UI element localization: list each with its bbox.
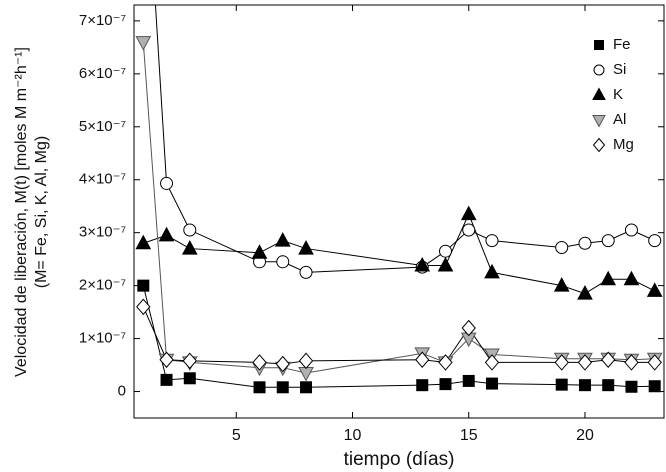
data-point <box>485 234 499 248</box>
data-point <box>484 354 500 371</box>
data-point <box>298 352 314 370</box>
x-tick-label: 20 <box>576 427 594 444</box>
data-point <box>275 355 290 373</box>
y-tick-label: 6×10⁻⁷ <box>79 65 126 82</box>
data-point <box>578 236 592 250</box>
data-point <box>298 366 314 382</box>
data-point <box>462 374 475 387</box>
data-point <box>647 354 662 371</box>
legend-marker <box>592 137 606 153</box>
data-point <box>438 354 453 371</box>
data-point <box>298 240 314 255</box>
data-point <box>602 379 615 392</box>
legend-label: Si <box>613 61 626 78</box>
x-tick-label: 10 <box>344 427 362 444</box>
legend-marker <box>594 40 604 50</box>
data-point <box>181 240 198 255</box>
data-point <box>158 226 175 242</box>
legend-marker <box>592 115 606 128</box>
data-point <box>274 232 291 247</box>
data-point <box>601 351 616 369</box>
x-tick-label: 5 <box>232 427 241 444</box>
data-point <box>183 372 196 385</box>
x-tick-label: 15 <box>460 427 478 444</box>
legend-marker <box>592 87 606 100</box>
data-point <box>276 255 290 269</box>
legend-label: Mg <box>613 136 634 153</box>
data-point <box>414 256 431 272</box>
y-tick-label: 1×10⁻⁷ <box>79 330 126 347</box>
data-point <box>624 223 638 237</box>
data-point <box>555 241 569 255</box>
data-point <box>159 351 174 369</box>
data-point <box>484 263 500 279</box>
data-point <box>577 354 593 371</box>
data-point <box>648 234 662 248</box>
data-point <box>553 277 570 292</box>
data-point <box>624 354 639 371</box>
legend-marker <box>593 64 605 76</box>
y-tick-label: 7×10⁻⁷ <box>79 12 126 29</box>
data-point <box>182 352 197 370</box>
data-point <box>438 244 452 258</box>
y-axis-label: Velocidad de liberación, M(t) [moles M m… <box>13 47 30 377</box>
data-point <box>252 354 267 371</box>
data-point <box>276 381 289 394</box>
data-point <box>416 379 429 392</box>
data-point <box>648 380 661 393</box>
data-point <box>135 234 152 250</box>
series-line <box>142 306 655 365</box>
legend-label: Fe <box>613 36 631 53</box>
x-axis-label: tiempo (días) <box>344 449 455 470</box>
series-line <box>154 5 655 273</box>
series-line <box>143 212 655 295</box>
data-point <box>439 378 452 391</box>
data-point <box>460 205 477 221</box>
y-tick-label: 2×10⁻⁷ <box>79 277 126 294</box>
data-point <box>437 256 454 272</box>
data-point <box>251 244 268 259</box>
data-point <box>415 351 430 369</box>
y-axis-label: (M= Fe, Si, K, Al, Mg) <box>33 136 50 288</box>
data-point <box>625 380 638 393</box>
data-point <box>461 319 476 337</box>
plot-frame <box>133 4 665 419</box>
data-point <box>462 223 476 237</box>
legend-label: Al <box>613 111 626 128</box>
data-point <box>600 270 617 286</box>
data-point <box>253 381 266 394</box>
data-point <box>135 36 152 51</box>
data-point <box>299 265 313 279</box>
y-tick-label: 0 <box>118 382 126 399</box>
series-line <box>142 285 655 388</box>
data-point <box>160 373 173 386</box>
y-tick-label: 5×10⁻⁷ <box>79 118 126 135</box>
data-point <box>646 282 663 297</box>
data-point <box>136 298 151 316</box>
data-point <box>554 354 569 371</box>
plot-area <box>135 5 663 394</box>
data-point <box>485 377 498 390</box>
data-point <box>577 285 593 300</box>
y-tick-label: 3×10⁻⁷ <box>79 224 126 241</box>
y-tick-label: 4×10⁻⁷ <box>79 171 126 188</box>
series-line <box>142 42 655 374</box>
data-point <box>623 270 640 286</box>
data-point <box>160 176 174 190</box>
legend-label: K <box>613 86 623 103</box>
data-point <box>183 223 197 237</box>
data-point <box>578 379 591 392</box>
data-point <box>555 378 568 391</box>
data-point <box>300 381 313 394</box>
data-point <box>601 234 615 248</box>
